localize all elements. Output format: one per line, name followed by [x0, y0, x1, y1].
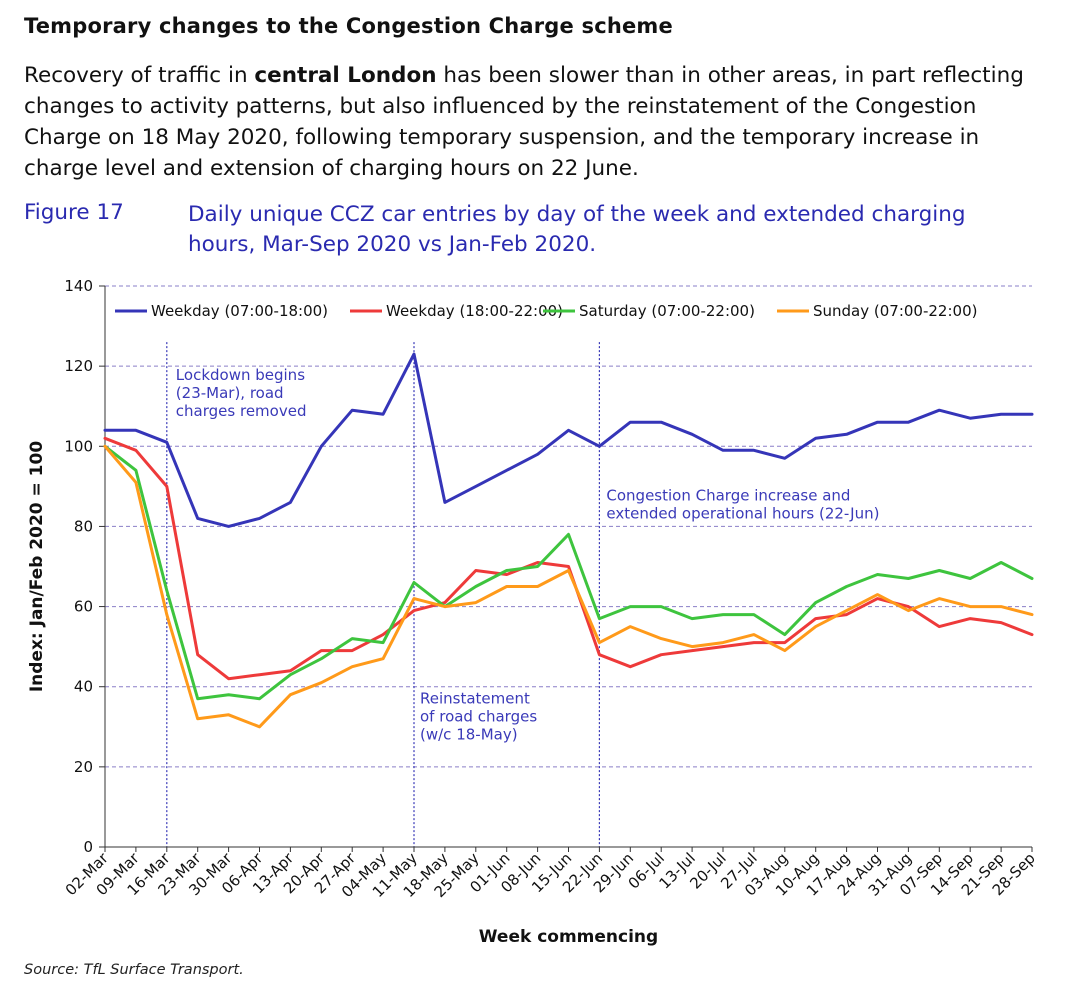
y-tick-label: 40 — [74, 678, 93, 696]
legend-label: Weekday (07:00-18:00) — [151, 302, 328, 320]
line-chart: 02040608010012014002-Mar09-Mar16-Mar23-M… — [27, 277, 1039, 947]
legend-label: Saturday (07:00-22:00) — [579, 302, 755, 320]
intro-paragraph: Recovery of traffic in central London ha… — [24, 60, 1054, 184]
page-heading: Temporary changes to the Congestion Char… — [24, 14, 673, 38]
legend-label: Weekday (18:00-22:00) — [386, 302, 563, 320]
figure-title: Daily unique CCZ car entries by day of t… — [188, 202, 966, 257]
intro-text-end: has been slower than in other areas, in … — [24, 63, 1024, 181]
annotation-text: Lockdown begins — [176, 366, 305, 384]
annotation-text: Reinstatement — [420, 690, 530, 708]
legend: Weekday (07:00-18:00) Weekday (18:00-22:0… — [115, 302, 977, 320]
annotation-text: of road charges — [420, 708, 537, 726]
intro-bold-text: central London — [254, 63, 437, 88]
y-tick-label: 20 — [74, 758, 93, 776]
annotation-text: (23-Mar), road — [176, 384, 284, 402]
y-tick-label: 140 — [64, 277, 93, 295]
y-axis-title: Index: Jan/Feb 2020 = 100 — [27, 441, 47, 693]
figure-number: Figure 17 — [24, 200, 124, 225]
series-line — [103, 436, 1034, 681]
series-line — [103, 444, 1034, 701]
y-tick-label: 120 — [64, 357, 93, 375]
annotation-text: charges removed — [176, 402, 307, 420]
source-note: Source: TfL Surface Transport. — [24, 962, 244, 978]
legend-label: Sunday (07:00-22:00) — [813, 302, 977, 320]
annotation-text: Congestion Charge increase and — [606, 486, 850, 504]
annotation-text: (w/c 18-May) — [420, 726, 518, 744]
series-line — [103, 352, 1034, 528]
y-tick-label: 60 — [74, 598, 93, 616]
x-axis-title: Week commencing — [479, 927, 658, 947]
series-line — [103, 444, 1034, 729]
y-tick-label: 0 — [83, 838, 93, 856]
series-lines — [103, 352, 1034, 729]
gridlines — [105, 285, 1032, 768]
annotation-text: extended operational hours (22-Jun) — [606, 504, 879, 522]
y-tick-label: 100 — [64, 437, 93, 455]
intro-text-start: Recovery of traffic in — [24, 63, 255, 88]
y-tick-label: 80 — [74, 517, 93, 535]
